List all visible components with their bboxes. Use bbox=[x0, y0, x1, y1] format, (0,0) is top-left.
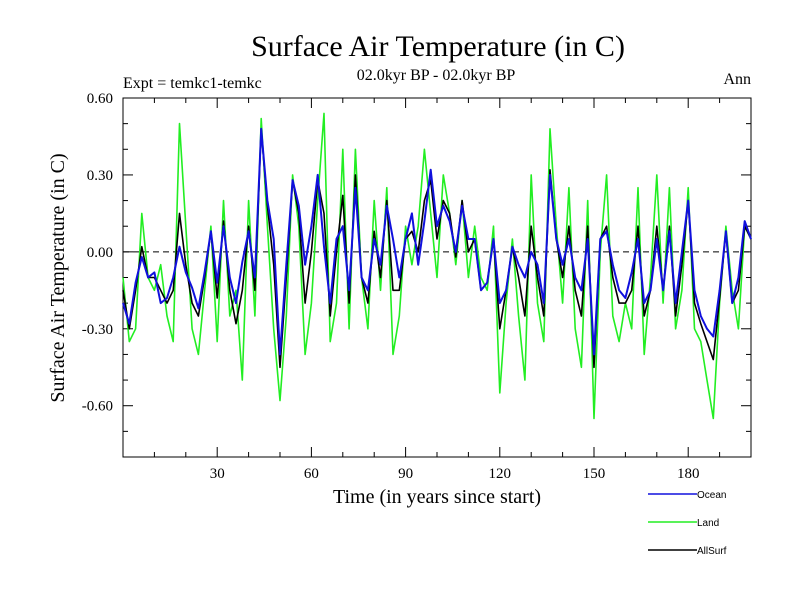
y-tick-label: 0.00 bbox=[87, 245, 113, 261]
x-axis-label: Time (in years since start) bbox=[333, 486, 541, 508]
axis-ticks bbox=[123, 98, 751, 457]
legend-label-allsurf: AllSurf bbox=[697, 546, 727, 557]
chart-subtitle: 02.0kyr BP - 02.0kyr BP bbox=[357, 67, 516, 84]
x-tick-label: 180 bbox=[677, 466, 700, 482]
x-tick-label: 60 bbox=[304, 466, 319, 482]
y-tick-label: -0.60 bbox=[82, 399, 113, 415]
x-tick-label: 30 bbox=[210, 466, 225, 482]
series-line-ocean bbox=[122, 127, 752, 356]
y-tick-label: -0.30 bbox=[82, 322, 113, 338]
series-line-land bbox=[122, 112, 752, 420]
experiment-label: Expt = temkc1-temkc bbox=[123, 75, 262, 92]
season-label: Ann bbox=[723, 71, 751, 88]
tick-labels: 30 60 90 120 150 180 0.60 0.30 0.00 -0.30 -0.60 bbox=[82, 91, 700, 482]
legend: Ocean Land AllSurf bbox=[648, 490, 727, 557]
x-tick-label: 120 bbox=[489, 466, 512, 482]
y-axis-label: Surface Air Temperature (in C) bbox=[47, 153, 69, 402]
legend-label-land: Land bbox=[697, 518, 719, 529]
y-tick-label: 0.60 bbox=[87, 91, 113, 107]
plot-area bbox=[122, 97, 752, 458]
legend-label-ocean: Ocean bbox=[697, 490, 726, 501]
x-tick-label: 90 bbox=[398, 466, 413, 482]
y-tick-label: 0.30 bbox=[87, 168, 113, 184]
chart-title: Surface Air Temperature (in C) bbox=[251, 30, 625, 63]
series-group bbox=[122, 112, 752, 420]
x-tick-label: 150 bbox=[583, 466, 606, 482]
